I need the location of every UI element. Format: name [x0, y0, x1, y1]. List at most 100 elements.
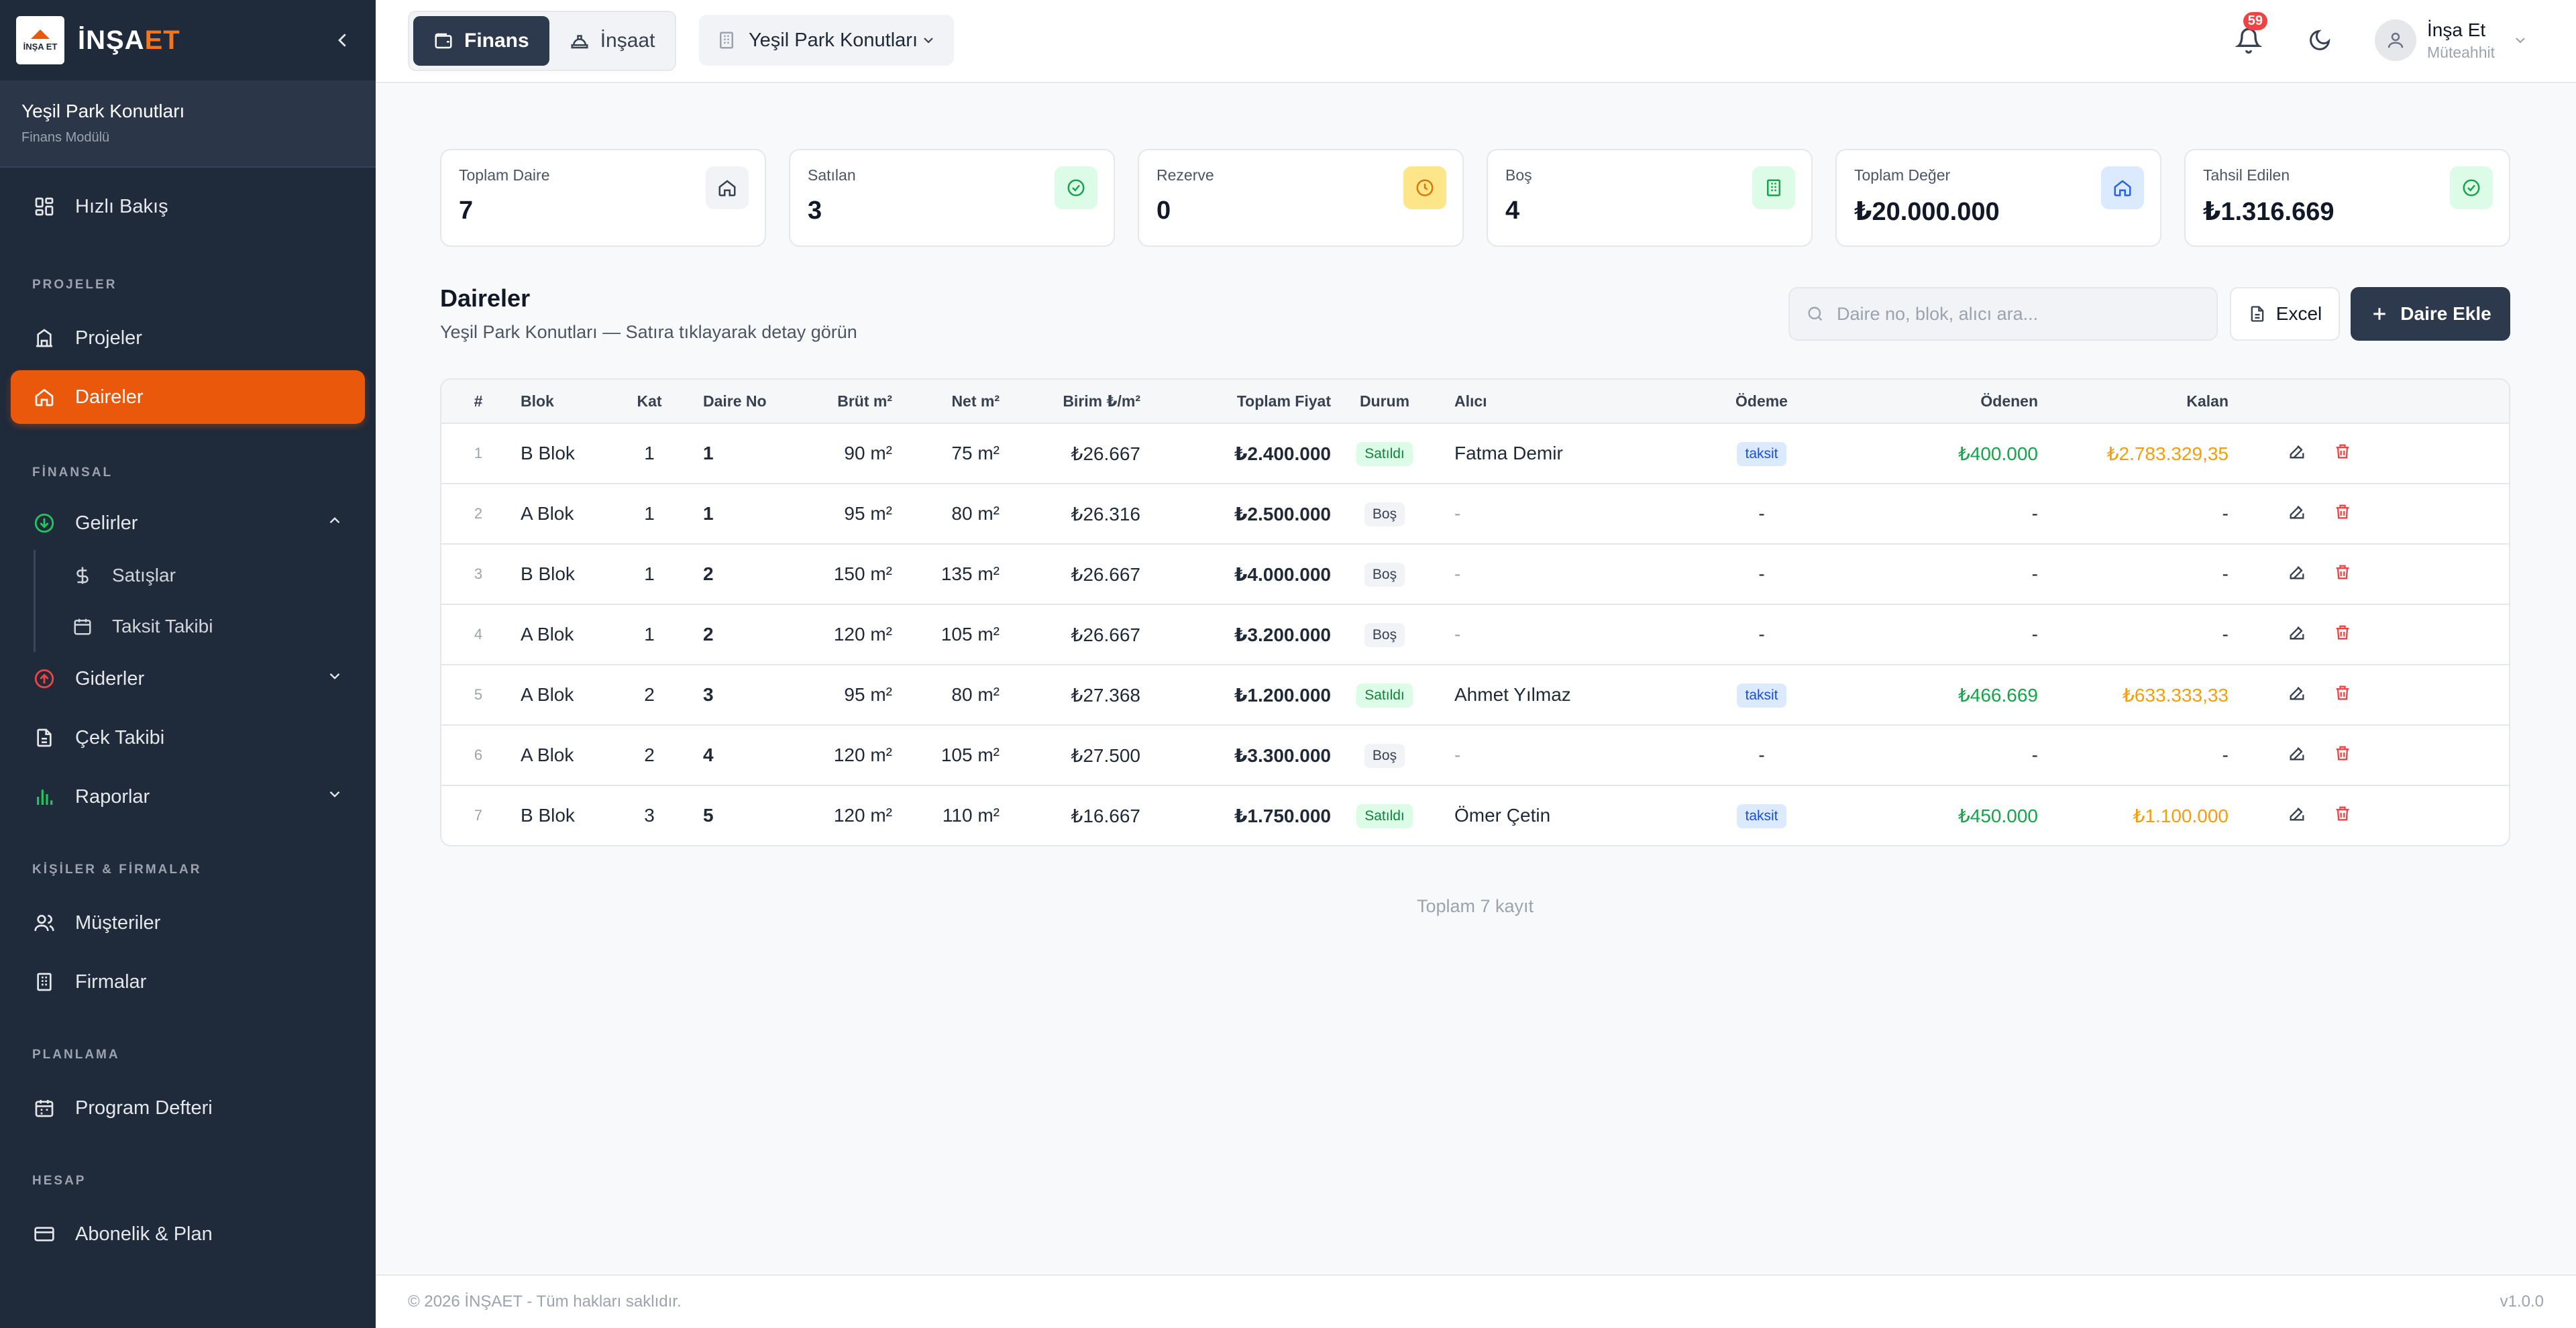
sidebar-item-label: Daireler — [75, 386, 144, 408]
user-menu[interactable]: İnşa Et Müteahhit — [2375, 15, 2528, 66]
sidebar-item-taksit-takibi[interactable]: Taksit Takibi — [36, 601, 376, 652]
check-circle-icon — [1055, 166, 1097, 209]
user-role: Müteahhit — [2427, 43, 2496, 61]
building-icon — [716, 30, 737, 50]
trash-icon[interactable] — [2333, 502, 2352, 526]
cell-odenen: ₺450.000 — [1957, 805, 2038, 826]
cell-kalan: - — [2222, 624, 2229, 645]
cell-alici: Ömer Çetin — [1454, 805, 1551, 826]
sidebar-item-label: Program Defteri — [75, 1097, 213, 1119]
table-row[interactable]: 2 A Blok 1 1 95 m² 80 m² ₺26.316 ₺2.500.000 Boş -… — [441, 483, 2509, 543]
add-apartment-button[interactable]: Daire Ekle — [2351, 287, 2510, 341]
cell-brut: 95 m² — [844, 684, 892, 705]
cell-odenen: ₺466.669 — [1957, 684, 2038, 706]
cell-kalan: ₺633.333,33 — [2123, 684, 2229, 706]
cell-blok: B Blok — [521, 443, 575, 463]
table-row[interactable]: 5 A Blok 2 3 95 m² 80 m² ₺27.368 ₺1.200.000 Satı… — [441, 664, 2509, 724]
cell-alici: Fatma Demir — [1454, 443, 1563, 463]
cell-kalan: ₺1.100.000 — [2133, 805, 2229, 826]
cell-index: 7 — [474, 807, 483, 824]
cell-durum: Satıldı — [1336, 683, 1433, 708]
cell-toplam: ₺3.300.000 — [1234, 744, 1331, 766]
project-select[interactable]: Yeşil Park Konutları — [699, 15, 954, 66]
sidebar-item-projeler[interactable]: Projeler — [11, 311, 365, 365]
cell-brut: 150 m² — [833, 563, 892, 584]
tab-finans[interactable]: Finans — [413, 16, 549, 66]
brand-name: İNŞAET — [78, 25, 180, 56]
bell-icon — [2235, 27, 2262, 54]
edit-icon[interactable] — [2288, 502, 2306, 526]
cell-index: 3 — [474, 565, 483, 582]
cell-birim: ₺26.667 — [1071, 563, 1140, 585]
brand-name-accent: ET — [144, 25, 180, 55]
trash-icon[interactable] — [2333, 442, 2352, 465]
cell-odeme: - — [1674, 563, 1849, 585]
column-header-toplam: Toplam Fiyat — [1236, 392, 1331, 410]
cell-kat: 3 — [644, 805, 655, 826]
cell-daire-no: 1 — [703, 443, 714, 463]
current-project-subtitle: Finans Modülü — [21, 130, 110, 145]
table-row[interactable]: 1 B Blok 1 1 90 m² 75 m² ₺26.667 ₺2.400.000 Satı… — [441, 423, 2509, 483]
user-icon — [2387, 32, 2404, 48]
sidebar-item-abonelik[interactable]: Abonelik & Plan — [11, 1207, 365, 1261]
sidebar-item-raporlar[interactable]: Raporlar — [11, 770, 365, 824]
current-project-box: Yeşil Park Konutları Finans Modülü — [0, 82, 376, 168]
sidebar-item-musteriler[interactable]: Müşteriler — [11, 896, 365, 950]
column-header-blok: Blok — [521, 392, 554, 410]
dollar-icon — [72, 565, 93, 586]
home-icon — [32, 385, 56, 409]
sidebar-item-gelirler[interactable]: Gelirler — [11, 496, 365, 550]
trash-icon[interactable] — [2333, 683, 2352, 707]
column-header-kalan: Kalan — [2186, 392, 2229, 410]
sidebar-item-cek-takibi[interactable]: Çek Takibi — [11, 711, 365, 765]
sidebar-item-quick-view[interactable]: Hızlı Bakış — [11, 180, 365, 233]
stat-label: Toplam Daire — [459, 166, 550, 184]
table-row[interactable]: 6 A Blok 2 4 120 m² 105 m² ₺27.500 ₺3.300.000 Bo… — [441, 724, 2509, 785]
table-row[interactable]: 4 A Blok 1 2 120 m² 105 m² ₺26.667 ₺3.200.000 Bo… — [441, 604, 2509, 664]
edit-icon[interactable] — [2288, 683, 2306, 707]
sidebar-item-giderler[interactable]: Giderler — [11, 652, 365, 706]
trash-icon[interactable] — [2333, 623, 2352, 647]
building-icon — [1752, 166, 1795, 209]
notifications-button[interactable]: 59 — [2229, 12, 2269, 60]
copyright-text: © 2026 İNŞAET - Tüm hakları saklıdır. — [408, 1292, 682, 1311]
page-title: Daireler — [440, 284, 531, 312]
theme-toggle-button[interactable] — [2300, 20, 2340, 60]
avatar — [2375, 19, 2416, 61]
sidebar-item-daireler[interactable]: Daireler — [11, 370, 365, 424]
excel-button-label: Excel — [2275, 303, 2322, 324]
sidebar-item-satislar[interactable]: Satışlar — [36, 550, 376, 601]
sidebar-item-program-defteri[interactable]: Program Defteri — [11, 1081, 365, 1135]
user-info: İnşa Et Müteahhit — [2427, 19, 2495, 62]
main-content: Toplam Daire 7 Satılan 3 Rezerve 0 Boş 4… — [440, 149, 2510, 917]
stat-value: 0 — [1157, 197, 1171, 225]
cell-alici: - — [1454, 744, 1461, 765]
chevron-up-icon — [326, 512, 343, 535]
cell-blok: A Blok — [521, 744, 574, 765]
search-input[interactable] — [1837, 303, 2199, 325]
edit-icon[interactable] — [2288, 623, 2306, 647]
sidebar-item-label: Firmalar — [75, 971, 147, 993]
tab-insaat[interactable]: İnşaat — [549, 16, 676, 66]
calendar-grid-icon — [32, 1096, 56, 1120]
cell-durum: Boş — [1336, 622, 1433, 647]
table-row[interactable]: 7 B Blok 3 5 120 m² 110 m² ₺16.667 ₺1.750.000 Sa… — [441, 785, 2509, 845]
edit-icon[interactable] — [2288, 804, 2306, 828]
excel-export-button[interactable]: Excel — [2230, 287, 2340, 341]
stat-label: Satılan — [808, 166, 856, 184]
trash-icon[interactable] — [2333, 804, 2352, 828]
trash-icon[interactable] — [2333, 744, 2352, 767]
payment-type-text: - — [1758, 744, 1765, 765]
cell-odenen: - — [2031, 563, 2038, 584]
collapse-sidebar-button[interactable] — [326, 23, 360, 57]
credit-card-icon — [32, 1222, 56, 1246]
edit-icon[interactable] — [2288, 442, 2306, 465]
brand-logo[interactable]: İNŞA ET — [16, 16, 64, 64]
edit-icon[interactable] — [2288, 744, 2306, 767]
sidebar-item-firmalar[interactable]: Firmalar — [11, 955, 365, 1009]
cell-odeme: taksit — [1674, 441, 1849, 466]
table-row[interactable]: 3 B Blok 1 2 150 m² 135 m² ₺26.667 ₺4.000.000 Bo… — [441, 543, 2509, 604]
hard-hat-icon — [570, 31, 590, 51]
edit-icon[interactable] — [2288, 563, 2306, 586]
trash-icon[interactable] — [2333, 563, 2352, 586]
